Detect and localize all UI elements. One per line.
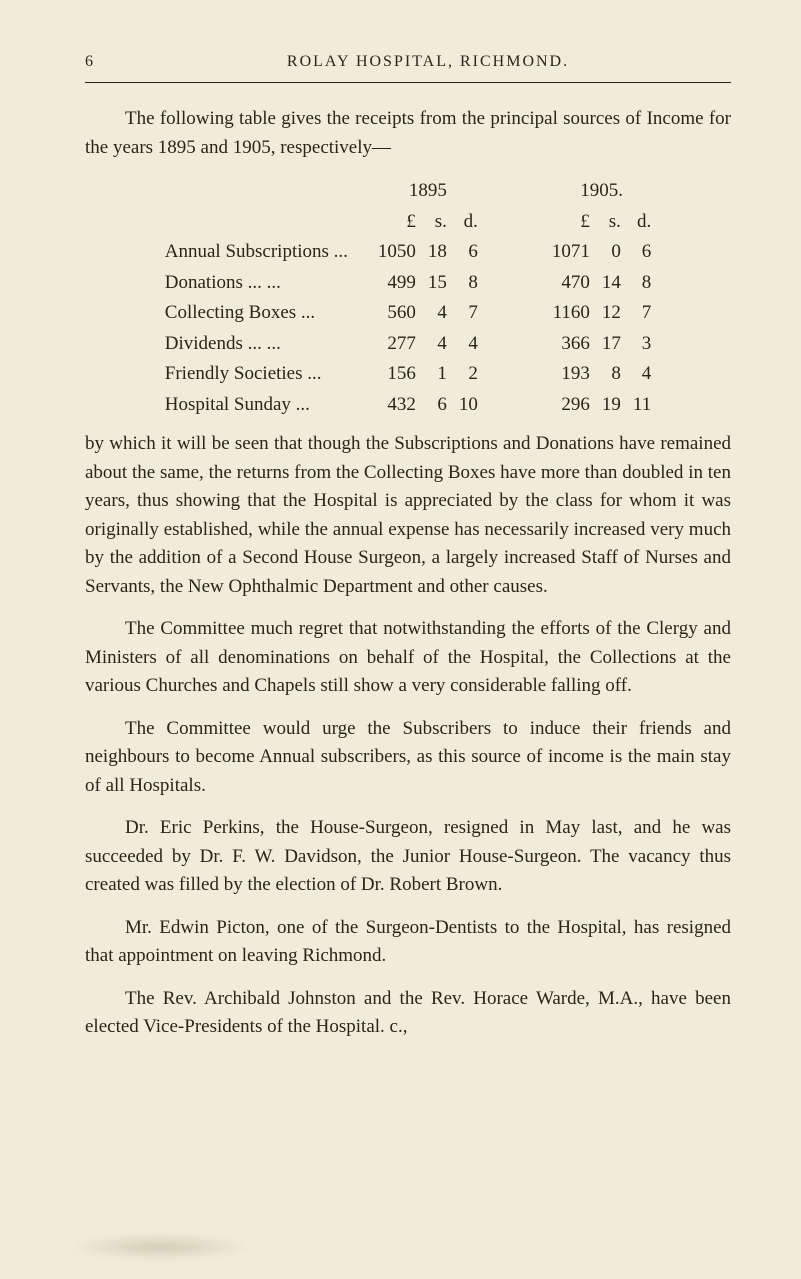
- cell: 4: [422, 329, 453, 360]
- page-smudge: [70, 1233, 250, 1261]
- year-a: 1895: [372, 176, 484, 207]
- paragraph-after-table: by which it will be seen that though the…: [85, 430, 731, 601]
- cell: 277: [372, 329, 422, 360]
- row-label: Friendly Societies ...: [159, 359, 372, 390]
- header-rule: [85, 82, 731, 83]
- paragraph-2: The Committee much regret that notwithst…: [85, 615, 731, 701]
- cell: 4: [422, 298, 453, 329]
- row-label: Donations ... ...: [159, 268, 372, 299]
- row-label: Hospital Sunday ...: [159, 390, 372, 421]
- cell: 6: [422, 390, 453, 421]
- cell: 7: [453, 298, 484, 329]
- cell: 470: [546, 268, 596, 299]
- cell: 12: [596, 298, 627, 329]
- cell: 1: [422, 359, 453, 390]
- cell: 10: [453, 390, 484, 421]
- cell: 8: [627, 268, 657, 299]
- cell: 19: [596, 390, 627, 421]
- running-title: ROLAY HOSPITAL, RICHMOND.: [125, 50, 731, 74]
- table-row: Collecting Boxes ...560471160127: [159, 298, 657, 329]
- cell: 6: [627, 237, 657, 268]
- paragraph-3: The Committee would urge the Subscribers…: [85, 715, 731, 801]
- cell: 8: [453, 268, 484, 299]
- cell: 1050: [372, 237, 422, 268]
- receipts-table: 1895 1905. £ s. d. £ s. d. Annual Subscr…: [159, 176, 657, 420]
- table-row: Dividends ... ...27744366173: [159, 329, 657, 360]
- cell: 7: [627, 298, 657, 329]
- cell: 193: [546, 359, 596, 390]
- intro-paragraph: The following table gives the receipts f…: [85, 105, 731, 162]
- page-header: 6 ROLAY HOSPITAL, RICHMOND.: [85, 50, 731, 74]
- col-s-a: s.: [422, 207, 453, 238]
- table-row: Friendly Societies ...15612 19384: [159, 359, 657, 390]
- cell: 560: [372, 298, 422, 329]
- table-row: Donations ... ...499158470148: [159, 268, 657, 299]
- paragraph-5: Mr. Edwin Picton, one of the Surgeon-Den…: [85, 914, 731, 971]
- receipts-table-wrap: 1895 1905. £ s. d. £ s. d. Annual Subscr…: [85, 176, 731, 420]
- page: 6 ROLAY HOSPITAL, RICHMOND. The followin…: [0, 0, 801, 1279]
- col-L-b: £: [546, 207, 596, 238]
- table-row: Hospital Sunday ...432610 2961911: [159, 390, 657, 421]
- cell: 18: [422, 237, 453, 268]
- cell: 296: [546, 390, 596, 421]
- cell: 2: [453, 359, 484, 390]
- cell: 432: [372, 390, 422, 421]
- col-s-b: s.: [596, 207, 627, 238]
- paragraph-4: Dr. Eric Perkins, the House-Surgeon, res…: [85, 814, 731, 900]
- cell: 1071: [546, 237, 596, 268]
- cell: 15: [422, 268, 453, 299]
- col-d-b: d.: [627, 207, 657, 238]
- cell: 14: [596, 268, 627, 299]
- row-label: Collecting Boxes ...: [159, 298, 372, 329]
- cell: 1160: [546, 298, 596, 329]
- row-label: Annual Subscriptions ...: [159, 237, 372, 268]
- cell: 366: [546, 329, 596, 360]
- cell: 4: [453, 329, 484, 360]
- cell: 156: [372, 359, 422, 390]
- table-row: Annual Subscriptions ...1050186107106: [159, 237, 657, 268]
- cell: 6: [453, 237, 484, 268]
- paragraph-6: The Rev. Archibald Johnston and the Rev.…: [85, 985, 731, 1042]
- cell: 4: [627, 359, 657, 390]
- cell: 11: [627, 390, 657, 421]
- table-year-row: 1895 1905.: [159, 176, 657, 207]
- cell: 8: [596, 359, 627, 390]
- cell: 17: [596, 329, 627, 360]
- cell: 0: [596, 237, 627, 268]
- col-d-a: d.: [453, 207, 484, 238]
- row-label: Dividends ... ...: [159, 329, 372, 360]
- cell: 3: [627, 329, 657, 360]
- table-unit-row: £ s. d. £ s. d.: [159, 207, 657, 238]
- col-L-a: £: [372, 207, 422, 238]
- year-b: 1905.: [546, 176, 657, 207]
- page-number: 6: [85, 50, 125, 74]
- cell: 499: [372, 268, 422, 299]
